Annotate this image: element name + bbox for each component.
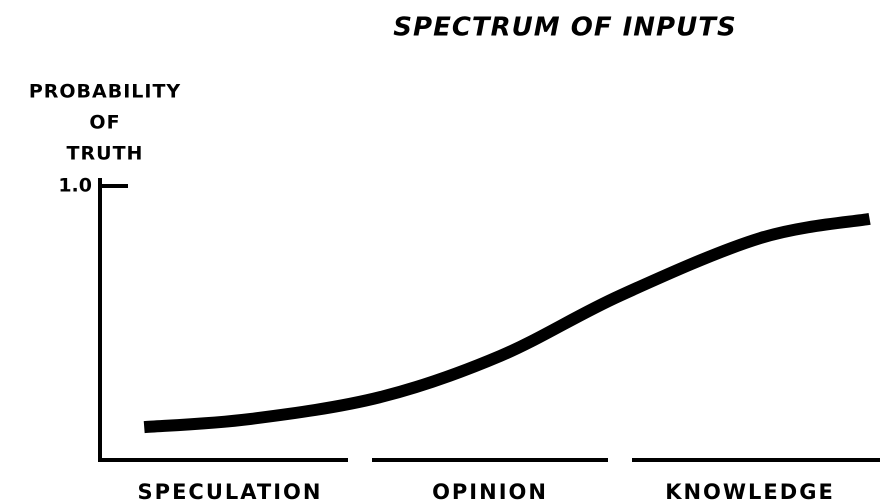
x-tick-label: OPINION <box>432 480 548 503</box>
y-axis-label: OF <box>89 112 120 134</box>
y-axis-label: TRUTH <box>67 143 144 165</box>
y-axis-label: PROBABILITY <box>29 81 181 103</box>
y-tick-label: 1.0 <box>58 175 92 197</box>
chart-title: SPECTRUM OF INPUTS <box>393 13 736 43</box>
curve <box>143 212 871 434</box>
x-tick-label: KNOWLEDGE <box>665 480 835 503</box>
x-tick-label: SPECULATION <box>138 480 323 503</box>
